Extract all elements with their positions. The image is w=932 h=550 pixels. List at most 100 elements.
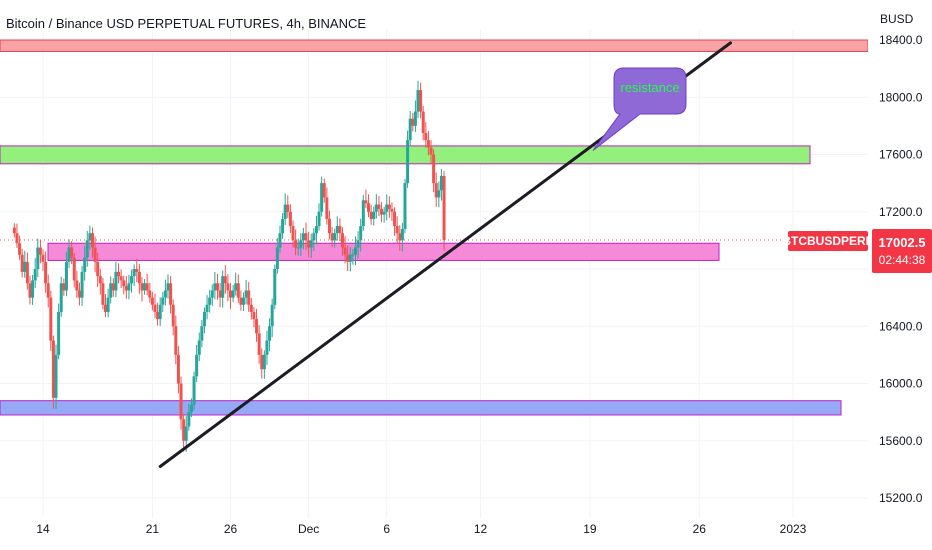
candle-body [236,283,240,298]
candle-body [421,111,425,134]
candle-body [299,240,303,248]
candle-body [114,271,118,291]
candle-body [161,297,165,305]
candle-body [33,269,37,281]
candle-body [171,304,175,327]
time-tick-label: 6 [383,522,390,536]
candle-body [200,326,204,341]
candle-body [187,412,191,427]
candle-body [184,426,188,441]
candle-body [18,243,22,255]
candle-body [127,283,131,291]
candle-body [210,290,214,298]
candle-body [202,311,206,327]
time-axis[interactable]: 14 21 26 Dec 6 12 19 26 2023 [0,518,932,550]
time-axis-bg [0,518,932,550]
candle-body [182,419,186,441]
bar-countdown: 02:44:38 [878,253,926,267]
candle-body [257,333,261,355]
candle-body [377,204,381,209]
candle-body [304,233,308,241]
last-price: 17002.5 [878,235,926,250]
candle-body [424,133,428,141]
candle-body [135,269,139,272]
candle-body [395,226,399,234]
price-tick-label: 17600.0 [879,148,923,162]
candle-body [192,376,196,405]
candle-body [150,297,154,305]
symbol-badge: BTCBUSDPERP [782,231,874,251]
candle-body [343,247,347,255]
candle-body [226,283,230,291]
candle-body [403,183,407,229]
last-price-badge: 17002.5 02:44:38 [872,229,932,273]
candle-body [20,254,24,272]
candle-body [25,261,29,284]
candle-body [124,286,128,291]
candle-body [296,247,300,249]
candle-body [169,283,173,305]
time-tick-label: 26 [693,522,707,536]
candle-body [288,211,292,227]
candle-body [369,211,373,219]
candle-body [218,290,222,298]
candle-body [44,261,48,284]
candle-body [406,140,410,184]
horizontal-zones[interactable] [0,39,869,416]
candles [0,80,868,452]
candle-body [28,283,32,298]
candle-body [442,175,446,241]
time-tick-label: 14 [36,522,50,536]
price-tick-label: 15600.0 [879,434,923,448]
candle-body [320,183,324,212]
price-axis[interactable]: 15200.015600.016000.016400.016800.017200… [868,0,932,550]
candle-body [382,211,386,215]
candle-body [15,233,19,244]
candle-body [330,233,334,241]
candle-body [156,311,160,320]
callout-layer[interactable] [592,67,687,151]
candle-body [54,354,58,398]
callout-bubble [592,67,687,151]
candle-body [374,204,378,212]
candle-body [434,183,438,198]
candle-body [234,283,238,291]
chart-title: Bitcoin / Binance USD PERPETUAL FUTURES,… [6,16,367,31]
candle-body [64,261,68,291]
candle-body [104,304,107,312]
candle-body [176,354,180,384]
candle-body [268,326,272,341]
candle-body [317,211,321,227]
candle-body [393,211,397,227]
candle-body [101,283,105,305]
candle-body [36,247,40,269]
price-tick-label: 17200.0 [879,205,923,219]
currency-label: BUSD [880,12,914,26]
candle-body [132,269,136,277]
time-tick-label: 12 [474,522,488,536]
resistance-label: resistance [620,80,680,95]
candle-body [356,240,360,248]
candle-body [429,147,433,155]
candle-body [215,283,219,291]
candle-body [439,175,443,191]
zone-1 [0,145,811,165]
candle-body [158,304,162,320]
price-tick-label: 16000.0 [879,377,923,391]
candle-body [273,269,277,305]
candle-body [333,233,337,241]
candle-body [275,247,279,269]
candle-body [361,200,365,227]
candle-body [380,208,384,215]
candle-body [197,340,201,355]
candle-body [231,290,235,298]
candle-body [41,254,45,262]
candle-body [398,233,402,241]
candle-body [111,283,115,291]
candle-body [23,261,27,272]
candle-body [75,280,79,291]
time-tick-label: Dec [298,522,319,536]
candle-body [260,354,264,370]
candle-body [12,227,16,234]
